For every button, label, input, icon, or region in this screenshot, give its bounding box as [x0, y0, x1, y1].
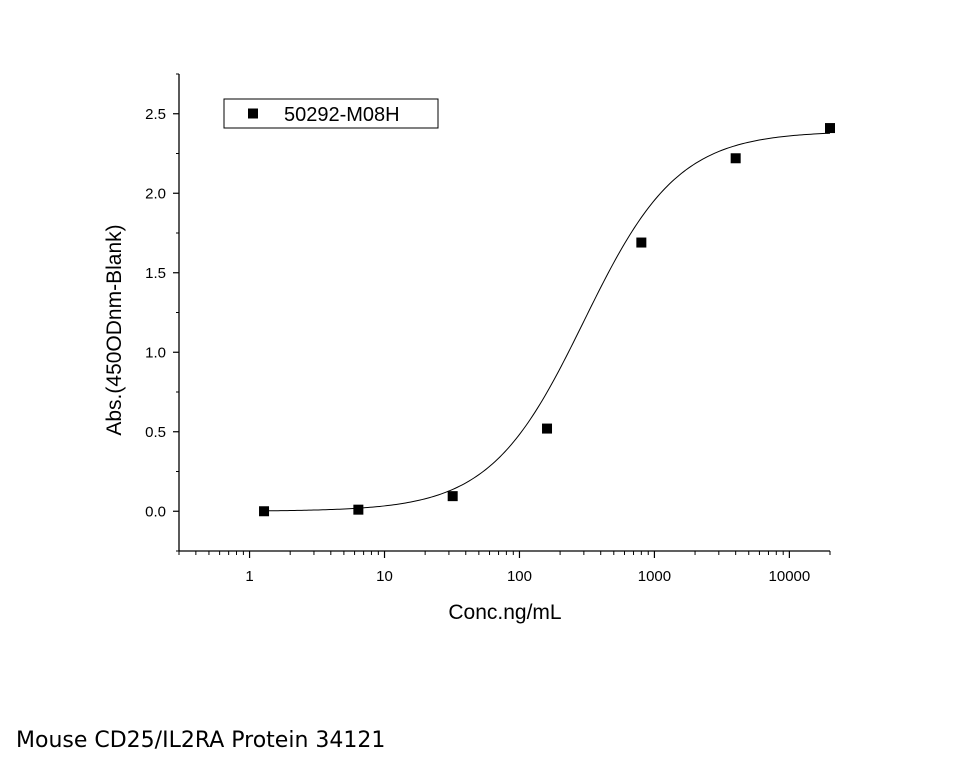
x-axis-label: Conc.ng/mL: [448, 601, 561, 624]
y-axis: 0.0 0.5 1.0 1.5 2.0 2.5: [145, 73, 180, 552]
y-axis-label: Abs.(450ODnm-Blank): [103, 224, 126, 435]
data-point: [447, 491, 458, 502]
y-tick-label: 2.0: [145, 185, 166, 202]
legend-marker: [248, 108, 258, 119]
data-point: [542, 423, 553, 434]
data-point: [353, 504, 364, 515]
x-tick-label: 10: [376, 568, 393, 585]
y-tick-label: 1.0: [145, 344, 166, 361]
legend-label: 50292-M08H: [284, 104, 400, 126]
x-tick-label: 100: [507, 568, 532, 585]
data-point: [259, 506, 270, 517]
data-point: [730, 153, 741, 164]
fit-curve: [264, 132, 831, 512]
fit-curve-group: [264, 132, 831, 512]
y-tick-label: 2.5: [145, 106, 166, 123]
legend: 50292-M08H: [223, 98, 439, 129]
x-axis: 1 10 100 1000 10000: [178, 550, 831, 585]
y-tick-label: 0.0: [145, 503, 166, 520]
caption: Mouse CD25/IL2RA Protein 34121: [16, 728, 386, 753]
data-point: [636, 237, 647, 248]
y-tick-label: 1.5: [145, 265, 166, 282]
x-tick-label: 1: [245, 568, 253, 585]
y-tick-label: 0.5: [145, 424, 166, 441]
x-tick-label: 1000: [638, 568, 671, 585]
data-points: [259, 123, 835, 517]
x-tick-label: 10000: [769, 568, 811, 585]
data-point: [825, 123, 835, 134]
legend-box: [223, 98, 439, 129]
